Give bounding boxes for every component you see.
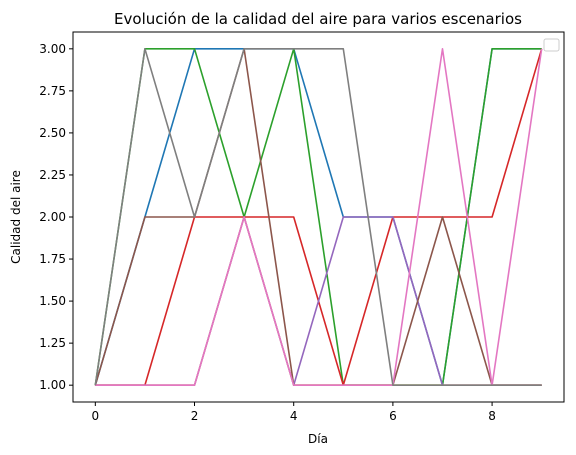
chart-title: Evolución de la calidad del aire para va… xyxy=(114,10,522,28)
y-tick-label: 1.25 xyxy=(39,336,66,350)
x-axis-ticks: 0 2 4 6 8 xyxy=(91,402,496,423)
x-tick-label: 0 xyxy=(91,409,99,423)
x-tick-label: 6 xyxy=(389,409,397,423)
series-line-5 xyxy=(95,216,542,386)
y-tick-label: 1.00 xyxy=(39,378,66,392)
y-tick-label: 2.50 xyxy=(39,126,66,140)
legend-box xyxy=(543,38,560,52)
x-axis-label: Día xyxy=(308,432,328,446)
y-tick-label: 1.50 xyxy=(39,294,66,308)
y-axis-label: Calidad del aire xyxy=(9,170,23,264)
x-tick-label: 8 xyxy=(488,409,496,423)
y-tick-label: 3.00 xyxy=(39,42,66,56)
y-tick-label: 2.75 xyxy=(39,84,66,98)
x-tick-label: 4 xyxy=(290,409,298,423)
y-tick-label: 2.00 xyxy=(39,210,66,224)
plot-frame xyxy=(72,31,565,403)
y-tick-label: 2.25 xyxy=(39,168,66,182)
y-axis-ticks: 1.00 1.25 1.50 1.75 2.00 2.25 2.50 2.75 3.00 xyxy=(39,42,73,392)
series-group xyxy=(94,48,543,386)
series-line-8 xyxy=(94,48,542,386)
x-tick-label: 2 xyxy=(191,409,199,423)
y-tick-label: 1.75 xyxy=(39,252,66,266)
series-line-7 xyxy=(95,48,543,386)
